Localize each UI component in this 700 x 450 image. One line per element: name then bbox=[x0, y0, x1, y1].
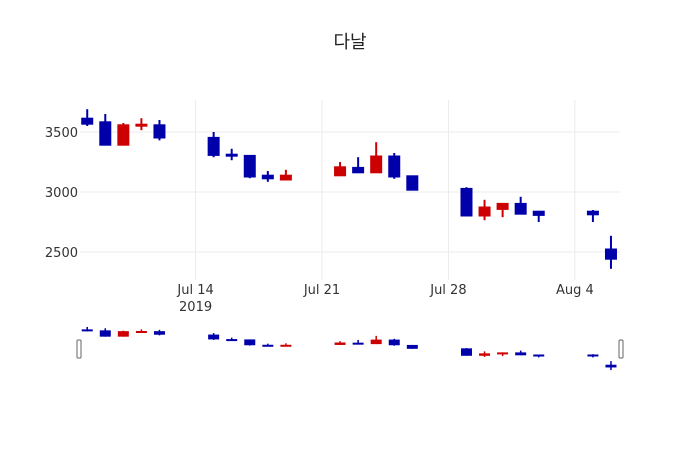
candle-body bbox=[81, 117, 94, 125]
candle-body bbox=[406, 175, 419, 191]
gridlines bbox=[80, 100, 620, 280]
candle-decreasing[interactable] bbox=[99, 114, 112, 146]
y-tick-label: 3000 bbox=[45, 186, 78, 201]
x-axis: Jul 14 2019 Jul 21 Jul 28 Aug 4 bbox=[176, 283, 593, 315]
candle-body bbox=[135, 123, 148, 127]
rangeslider-candle bbox=[262, 343, 274, 347]
y-axis: 2500 3000 3500 bbox=[45, 126, 78, 261]
candle-body bbox=[478, 206, 491, 217]
candle-body bbox=[153, 124, 166, 139]
candle-decreasing[interactable] bbox=[514, 196, 527, 215]
candle-increasing[interactable] bbox=[279, 169, 292, 181]
rangeslider-candle bbox=[388, 338, 400, 346]
candle-decreasing[interactable] bbox=[532, 210, 545, 222]
y-tick-label: 2500 bbox=[45, 246, 78, 261]
x-tick-label: Jul 21 bbox=[303, 283, 340, 298]
x-tick-label: Jul 28 bbox=[429, 283, 466, 298]
candle-increasing[interactable] bbox=[334, 162, 347, 177]
candle-decreasing[interactable] bbox=[352, 157, 365, 174]
rangeslider-left-handle[interactable] bbox=[76, 339, 82, 359]
candle-body bbox=[604, 248, 617, 260]
rangeslider-candle bbox=[533, 354, 545, 358]
candle-body bbox=[532, 210, 545, 216]
chart-title: 다날 bbox=[333, 32, 367, 53]
x-tick-label: Aug 4 bbox=[556, 283, 594, 298]
candle-decreasing[interactable] bbox=[243, 154, 256, 179]
candle-increasing[interactable] bbox=[478, 199, 491, 221]
candle-decreasing[interactable] bbox=[225, 148, 238, 161]
rangeslider-candle bbox=[280, 343, 292, 347]
rangeslider-candle bbox=[497, 352, 509, 357]
candle-body bbox=[370, 155, 383, 174]
candle-body bbox=[117, 124, 130, 146]
rangeslider-candle bbox=[153, 329, 165, 336]
candle-decreasing[interactable] bbox=[207, 132, 220, 158]
candle-body bbox=[352, 166, 365, 174]
rangeslider-candle bbox=[406, 344, 418, 349]
candle-body bbox=[207, 136, 220, 156]
rangeslider-candle bbox=[352, 339, 364, 345]
candle-decreasing[interactable] bbox=[81, 109, 94, 126]
candle-body bbox=[243, 154, 256, 178]
rangeslider-candle bbox=[479, 351, 491, 357]
candle-decreasing[interactable] bbox=[406, 175, 419, 191]
candle-decreasing[interactable] bbox=[153, 120, 166, 141]
candle-body bbox=[514, 202, 527, 215]
candle-body bbox=[460, 187, 473, 217]
rangeslider-candle bbox=[208, 333, 220, 340]
candle-increasing[interactable] bbox=[135, 118, 148, 131]
rangeslider-right-handle[interactable] bbox=[618, 339, 624, 359]
candle-decreasing[interactable] bbox=[261, 171, 274, 182]
candle-increasing[interactable] bbox=[117, 123, 130, 146]
candle-body bbox=[388, 155, 401, 178]
candle-decreasing[interactable] bbox=[460, 187, 473, 217]
candle-body bbox=[279, 174, 292, 181]
candle-body bbox=[334, 166, 347, 177]
rangeslider-candle bbox=[135, 329, 147, 333]
rangeslider-candle bbox=[334, 341, 346, 345]
range-slider[interactable] bbox=[76, 326, 624, 371]
rangeslider-candle bbox=[370, 335, 382, 345]
candle-body bbox=[225, 153, 238, 157]
candle-increasing[interactable] bbox=[370, 142, 383, 174]
candle-body bbox=[261, 174, 274, 180]
rangeslider-candle bbox=[99, 328, 111, 337]
candle-body bbox=[586, 210, 599, 216]
candle-decreasing[interactable] bbox=[586, 210, 599, 222]
rangeslider-candle bbox=[460, 348, 472, 356]
x-tick-label: Jul 14 bbox=[176, 283, 213, 298]
candle-decreasing[interactable] bbox=[604, 235, 617, 269]
rangeslider-candle bbox=[117, 330, 129, 337]
candle-body bbox=[496, 202, 509, 210]
main-plot-area[interactable] bbox=[81, 109, 617, 269]
rangeslider-candle bbox=[244, 339, 256, 346]
rangeslider-candle bbox=[81, 326, 93, 332]
x-tick-year-label: 2019 bbox=[179, 300, 212, 315]
rangeslider-candle bbox=[515, 350, 527, 356]
rangeslider-candle bbox=[587, 354, 599, 358]
rangeslider-candle bbox=[605, 361, 617, 371]
candle-body bbox=[99, 121, 112, 146]
rangeslider-candle bbox=[226, 337, 238, 342]
y-tick-label: 3500 bbox=[45, 126, 78, 141]
candle-increasing[interactable] bbox=[496, 202, 509, 218]
candle-decreasing[interactable] bbox=[388, 153, 401, 179]
